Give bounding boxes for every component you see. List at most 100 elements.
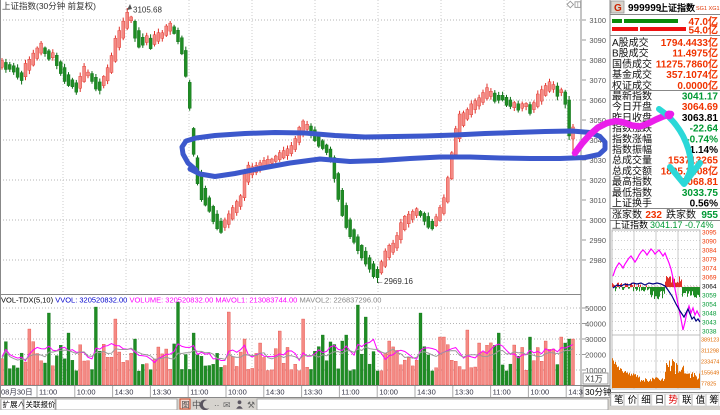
svg-text:08月30日: 08月30日 (1, 388, 33, 397)
svg-text:最低指数: 最低指数 (612, 186, 652, 199)
svg-text:311298: 311298 (701, 349, 719, 355)
svg-text:1.14%: 1.14% (690, 145, 718, 156)
svg-text:联: 联 (682, 395, 692, 406)
svg-text:细: 细 (641, 394, 651, 406)
svg-text:14:30: 14:30 (266, 388, 285, 397)
svg-text:上证指数: 上证指数 (659, 2, 696, 13)
svg-text:0.56%: 0.56% (690, 199, 718, 210)
svg-text:←2969.16: ←2969.16 (376, 277, 413, 286)
svg-text:值: 值 (696, 394, 706, 406)
svg-text:⚒: ⚒ (247, 400, 255, 410)
svg-text:3030: 3030 (589, 156, 606, 165)
svg-text:14:30: 14:30 (115, 388, 134, 397)
svg-text:价: 价 (628, 395, 638, 406)
svg-text:指数涨幅: 指数涨幅 (612, 132, 652, 145)
svg-text:389123: 389123 (701, 338, 719, 344)
svg-text:3033.75: 3033.75 (682, 188, 719, 199)
svg-text:3084: 3084 (702, 248, 717, 255)
svg-text:A股成交: A股成交 (612, 36, 649, 49)
svg-text:3010: 3010 (589, 196, 606, 205)
svg-text:3063.81: 3063.81 (682, 113, 719, 124)
svg-text:关联报价: 关联报价 (26, 399, 56, 409)
svg-text:3070: 3070 (589, 76, 606, 85)
svg-text:357.1074亿: 357.1074亿 (666, 68, 718, 81)
svg-text:今日开盘: 今日开盘 (612, 100, 652, 113)
svg-text:3020: 3020 (589, 176, 606, 185)
svg-text:3040: 3040 (589, 136, 606, 145)
svg-text:SG1 XG1: SG1 XG1 (696, 6, 720, 12)
svg-text:日: 日 (655, 395, 665, 406)
svg-text:14:30: 14:30 (568, 388, 587, 397)
svg-text:基金成交: 基金成交 (612, 68, 652, 81)
svg-text:3095: 3095 (702, 230, 717, 237)
svg-text:3068.81: 3068.81 (682, 177, 719, 188)
svg-text:✉: ✉ (223, 400, 231, 410)
svg-text:最高指数: 最高指数 (612, 175, 652, 188)
svg-text:11.4975亿: 11.4975亿 (672, 47, 718, 60)
svg-text:50000: 50000 (585, 304, 606, 313)
svg-text:B股成交: B股成交 (612, 47, 649, 60)
svg-text:扩展∧: 扩展∧ (3, 399, 26, 409)
svg-text:77825: 77825 (701, 382, 716, 388)
svg-text:2990: 2990 (589, 236, 606, 245)
svg-text:G: G (614, 3, 622, 14)
svg-text:11:00: 11:00 (39, 388, 57, 397)
svg-text:3000: 3000 (589, 216, 606, 225)
svg-text:上证换手: 上证换手 (612, 197, 652, 210)
svg-text:10:00: 10:00 (77, 388, 96, 397)
svg-text:54.0亿: 54.0亿 (689, 24, 718, 37)
svg-text:X1万: X1万 (585, 375, 603, 384)
svg-text:11275.7860亿: 11275.7860亿 (656, 57, 718, 70)
svg-text:筹: 筹 (709, 394, 719, 406)
svg-text:955: 955 (701, 210, 718, 221)
svg-text:13:30: 13:30 (455, 388, 474, 397)
svg-text:总成交额: 总成交额 (612, 164, 652, 177)
svg-text:3105.68: 3105.68 (133, 6, 162, 15)
svg-text:上证指数(30分钟 前复权): 上证指数(30分钟 前复权) (2, 1, 96, 11)
svg-text:3100: 3100 (589, 16, 606, 25)
svg-text:11:00: 11:00 (341, 388, 359, 397)
svg-text:-0.74%: -0.74% (686, 134, 718, 145)
svg-text:总成交量: 总成交量 (612, 154, 652, 167)
svg-text:3064.69: 3064.69 (682, 102, 719, 113)
svg-text:3054: 3054 (702, 302, 717, 309)
svg-text:势: 势 (668, 394, 678, 406)
svg-text:-22.64: -22.64 (690, 124, 719, 135)
svg-text:3074: 3074 (702, 266, 717, 273)
svg-text:3041.17: 3041.17 (682, 92, 719, 103)
svg-text:14:30: 14:30 (417, 388, 436, 397)
svg-text:13:30: 13:30 (304, 388, 323, 397)
svg-text:笔: 笔 (614, 394, 624, 406)
svg-text:3080: 3080 (589, 56, 606, 65)
svg-text:3079: 3079 (702, 257, 717, 264)
svg-text:权证成交: 权证成交 (612, 79, 652, 92)
svg-text:中: 中 (192, 399, 201, 410)
svg-text:国债成交: 国债成交 (612, 57, 652, 70)
svg-text:30分钟: 30分钟 (585, 387, 611, 397)
svg-text:3069: 3069 (702, 275, 717, 282)
svg-text:11:00: 11:00 (190, 388, 208, 397)
svg-text:10:00: 10:00 (530, 388, 549, 397)
svg-text:155649: 155649 (701, 371, 719, 377)
svg-text:2980: 2980 (589, 256, 606, 265)
svg-text:3090: 3090 (589, 36, 606, 45)
svg-text:‥: ‥ (214, 399, 219, 408)
svg-text:20000: 20000 (585, 351, 606, 360)
svg-text:3038: 3038 (702, 329, 717, 336)
svg-text:图: 图 (182, 401, 190, 410)
svg-text:3064: 3064 (702, 284, 717, 291)
svg-text:10:00: 10:00 (228, 388, 247, 397)
svg-text:跌家数: 跌家数 (666, 208, 696, 221)
svg-text:最新指数: 最新指数 (612, 90, 652, 103)
svg-text:3090: 3090 (702, 239, 717, 246)
svg-text:3048: 3048 (702, 311, 717, 318)
svg-text:47.0亿: 47.0亿 (689, 15, 718, 28)
svg-text:40000: 40000 (585, 320, 606, 329)
svg-text:30000: 30000 (585, 335, 606, 344)
svg-text:10:00: 10:00 (379, 388, 398, 397)
svg-text:11:00: 11:00 (493, 388, 511, 397)
svg-text:指数振幅: 指数振幅 (612, 143, 652, 156)
svg-text:10000: 10000 (585, 366, 606, 375)
svg-text:232: 232 (645, 210, 662, 221)
svg-text:上证指数: 上证指数 (612, 219, 648, 230)
